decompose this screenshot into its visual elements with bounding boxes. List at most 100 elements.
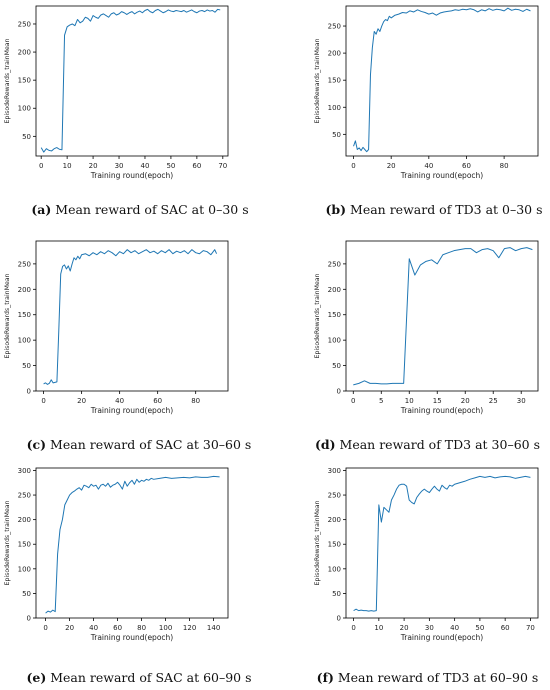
y-tick-label: 0	[337, 388, 341, 396]
caption-a-letter: (a)	[31, 202, 52, 217]
chart-panel-e: 0 20 40 60 80 100 120 140 0 50 100 150 200 250 300 Trai…	[0, 462, 240, 652]
x-tick-label: 40	[141, 162, 150, 170]
chart-e: 0 20 40 60 80 100 120 140 0 50 100 150 200 250 300 Trai…	[4, 467, 229, 642]
y-tick-label: 150	[18, 77, 31, 85]
chart-panel-a: 0 10 20 30 40 50 60 70 50 100 150 200 250 Training ro…	[0, 0, 240, 190]
x-axis-label: Training round(epoch)	[400, 406, 484, 415]
chart-panel-b: 0 20 40 60 80 50 100 150 200 250 Training round(ep…	[310, 0, 550, 190]
y-tick-label: 200	[18, 286, 31, 294]
x-axis-label: Training round(epoch)	[400, 171, 484, 180]
y-tick-label: 150	[328, 77, 341, 85]
y-axis-label: EpisodeRewards_trainMean	[4, 500, 11, 585]
caption-f-letter: (f)	[316, 670, 334, 685]
series-line-reward	[353, 475, 531, 612]
y-tick-label: 150	[18, 311, 31, 319]
caption-d-letter: (d)	[314, 437, 336, 452]
chart-panel-d: 0 5 10 15 20 25 30 0 50 100 150 200 250 Training roun…	[310, 235, 550, 425]
x-tick-label: 0	[39, 162, 43, 170]
plot-frame	[35, 5, 229, 157]
y-axis-label: EpisodeRewards_trainMean	[4, 273, 11, 358]
x-tick-label: 0	[351, 624, 355, 632]
x-tick-label: 60	[153, 397, 162, 405]
x-tick-label: 60	[113, 624, 122, 632]
x-axis-label: Training round(epoch)	[90, 406, 174, 415]
series-line-reward	[45, 475, 220, 614]
caption-e-letter: (e)	[26, 670, 47, 685]
x-tick-label: 60	[462, 162, 471, 170]
y-tick-label: 150	[18, 541, 31, 549]
y-tick-label: 100	[328, 565, 341, 573]
y-tick-label: 50	[332, 131, 341, 139]
y-axis-label: EpisodeRewards_trainMean	[314, 38, 321, 123]
y-tick-label: 150	[328, 541, 341, 549]
x-tick-label: 20	[400, 624, 409, 632]
series-line-reward	[353, 7, 531, 153]
y-tick-label: 150	[328, 311, 341, 319]
x-tick-label: 25	[489, 397, 498, 405]
x-tick-label: 10	[405, 397, 414, 405]
x-tick-label: 70	[218, 162, 227, 170]
plot-frame	[345, 5, 539, 157]
caption-b-text: Mean reward of TD3 at 0–30 s	[346, 202, 543, 217]
y-axis-label: EpisodeRewards_trainMean	[4, 38, 11, 123]
chart-a: 0 10 20 30 40 50 60 70 50 100 150 200 250 Training ro…	[4, 5, 229, 180]
series-line-reward	[40, 8, 221, 153]
y-tick-label: 100	[18, 337, 31, 345]
x-tick-label: 20	[65, 624, 74, 632]
x-axis-label: Training round(epoch)	[90, 171, 174, 180]
x-tick-label: 40	[89, 624, 98, 632]
x-tick-label: 20	[461, 397, 470, 405]
x-tick-label: 70	[526, 624, 535, 632]
x-tick-label: 0	[43, 624, 47, 632]
y-tick-label: 50	[332, 362, 341, 370]
caption-c-letter: (c)	[26, 437, 47, 452]
x-tick-label: 100	[159, 624, 172, 632]
plot-frame	[35, 467, 229, 619]
y-tick-label: 300	[18, 467, 31, 475]
caption-e-text: Mean reward of SAC at 60–90 s	[46, 670, 252, 685]
x-tick-label: 0	[351, 397, 355, 405]
x-tick-label: 20	[77, 397, 86, 405]
y-tick-label: 250	[18, 20, 31, 28]
y-tick-label: 200	[18, 516, 31, 524]
x-tick-label: 140	[207, 624, 220, 632]
y-axis-label: EpisodeRewards_trainMean	[314, 500, 321, 585]
y-tick-label: 200	[18, 49, 31, 57]
x-tick-label: 80	[137, 624, 146, 632]
y-tick-label: 250	[328, 23, 341, 31]
x-tick-label: 40	[450, 624, 459, 632]
y-tick-label: 250	[328, 260, 341, 268]
y-tick-label: 300	[328, 467, 341, 475]
caption-d: (d) Mean reward of TD3 at 30–60 s	[305, 437, 550, 452]
y-tick-label: 100	[18, 565, 31, 573]
caption-d-text: Mean reward of TD3 at 30–60 s	[335, 437, 540, 452]
x-axis-label: Training round(epoch)	[90, 633, 174, 642]
x-tick-label: 30	[425, 624, 434, 632]
x-axis-label: Training round(epoch)	[400, 633, 484, 642]
plot-frame	[35, 240, 229, 392]
y-tick-label: 0	[27, 615, 31, 623]
plot-frame	[345, 240, 539, 392]
y-tick-label: 50	[22, 362, 31, 370]
caption-b: (b) Mean reward of TD3 at 0–30 s	[318, 202, 550, 217]
x-tick-label: 80	[500, 162, 509, 170]
caption-a-text: Mean reward of SAC at 0–30 s	[51, 202, 249, 217]
y-tick-label: 200	[328, 286, 341, 294]
x-tick-label: 10	[374, 624, 383, 632]
chart-panel-c: 0 20 40 60 80 0 50 100 150 200 250 Training round(e…	[0, 235, 240, 425]
caption-f: (f) Mean reward of TD3 at 60–90 s	[305, 670, 550, 685]
caption-c: (c) Mean reward of SAC at 30–60 s	[14, 437, 264, 452]
x-tick-label: 80	[191, 397, 200, 405]
x-tick-label: 50	[166, 162, 175, 170]
y-tick-label: 100	[328, 337, 341, 345]
y-tick-label: 250	[18, 260, 31, 268]
x-tick-label: 0	[351, 162, 355, 170]
x-tick-label: 40	[115, 397, 124, 405]
x-tick-label: 15	[433, 397, 442, 405]
caption-c-text: Mean reward of SAC at 30–60 s	[46, 437, 252, 452]
x-tick-label: 10	[63, 162, 72, 170]
y-axis-label: EpisodeRewards_trainMean	[314, 273, 321, 358]
series-line-reward	[43, 249, 218, 385]
x-tick-label: 120	[183, 624, 196, 632]
y-tick-label: 0	[337, 615, 341, 623]
